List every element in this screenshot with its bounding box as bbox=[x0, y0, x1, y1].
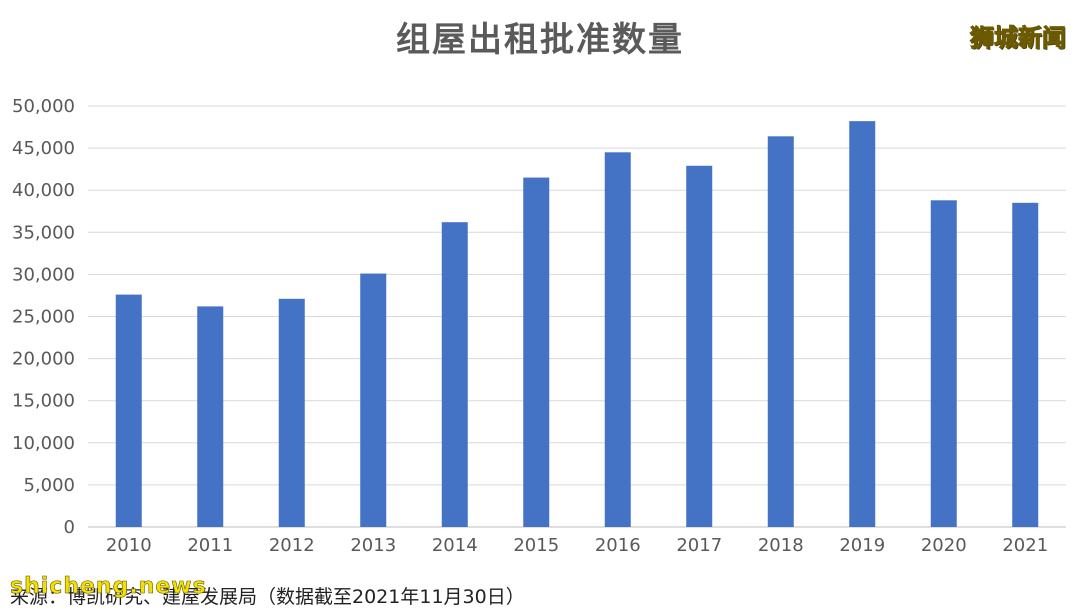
x-tick-label: 2011 bbox=[187, 535, 233, 556]
x-tick-label: 2010 bbox=[106, 535, 152, 556]
x-tick-label: 2016 bbox=[595, 535, 641, 556]
y-tick-label: 35,000 bbox=[12, 222, 75, 243]
y-tick-label: 40,000 bbox=[12, 180, 75, 201]
y-axis-ticks: 0 5,000 10,000 15,000 20,000 25,000 30,000 35,0… bbox=[12, 96, 75, 538]
x-tick-label: 2019 bbox=[839, 535, 885, 556]
bar-2014 bbox=[441, 222, 468, 528]
bars bbox=[115, 121, 1039, 528]
bar-2021 bbox=[1012, 202, 1039, 527]
x-tick-label: 2015 bbox=[513, 535, 559, 556]
bar-2019 bbox=[849, 121, 876, 527]
x-tick-label: 2017 bbox=[676, 535, 722, 556]
y-tick-label: 5,000 bbox=[23, 475, 75, 496]
x-tick-label: 2020 bbox=[921, 535, 967, 556]
bar-2020 bbox=[930, 200, 957, 527]
bar-2016 bbox=[604, 152, 631, 527]
x-tick-label: 2014 bbox=[432, 535, 478, 556]
bar-2011 bbox=[197, 306, 224, 527]
bar-2013 bbox=[360, 273, 387, 527]
y-tick-label: 10,000 bbox=[12, 433, 75, 454]
bar-2017 bbox=[686, 165, 713, 528]
y-tick-label: 45,000 bbox=[12, 138, 75, 159]
x-axis-ticks: 2010 2011 2012 2013 2014 2015 2016 2017 2018 2019… bbox=[106, 535, 1048, 556]
x-tick-label: 2012 bbox=[269, 535, 315, 556]
chart-title: 组屋出租批准数量 bbox=[396, 20, 684, 60]
x-tick-label: 2013 bbox=[350, 535, 396, 556]
y-tick-label: 0 bbox=[64, 517, 75, 538]
x-tick-label: 2018 bbox=[758, 535, 804, 556]
y-tick-label: 20,000 bbox=[12, 349, 75, 370]
site-watermark: shicheng.news bbox=[10, 574, 207, 600]
bar-2012 bbox=[278, 298, 305, 527]
bar-2010 bbox=[115, 294, 142, 527]
y-tick-label: 30,000 bbox=[12, 264, 75, 285]
y-tick-label: 15,000 bbox=[12, 391, 75, 412]
source-note: 来源：博凯研究、建屋发展局（数据截至2021年11月30日） bbox=[10, 586, 525, 608]
y-tick-label: 25,000 bbox=[12, 307, 75, 328]
x-tick-label: 2021 bbox=[1002, 535, 1048, 556]
grid-lines bbox=[88, 105, 1066, 528]
bar-2018 bbox=[767, 136, 794, 527]
y-tick-label: 50,000 bbox=[12, 96, 75, 117]
watermark-logo: 狮城新闻 bbox=[970, 24, 1067, 53]
bar-2015 bbox=[523, 177, 550, 527]
